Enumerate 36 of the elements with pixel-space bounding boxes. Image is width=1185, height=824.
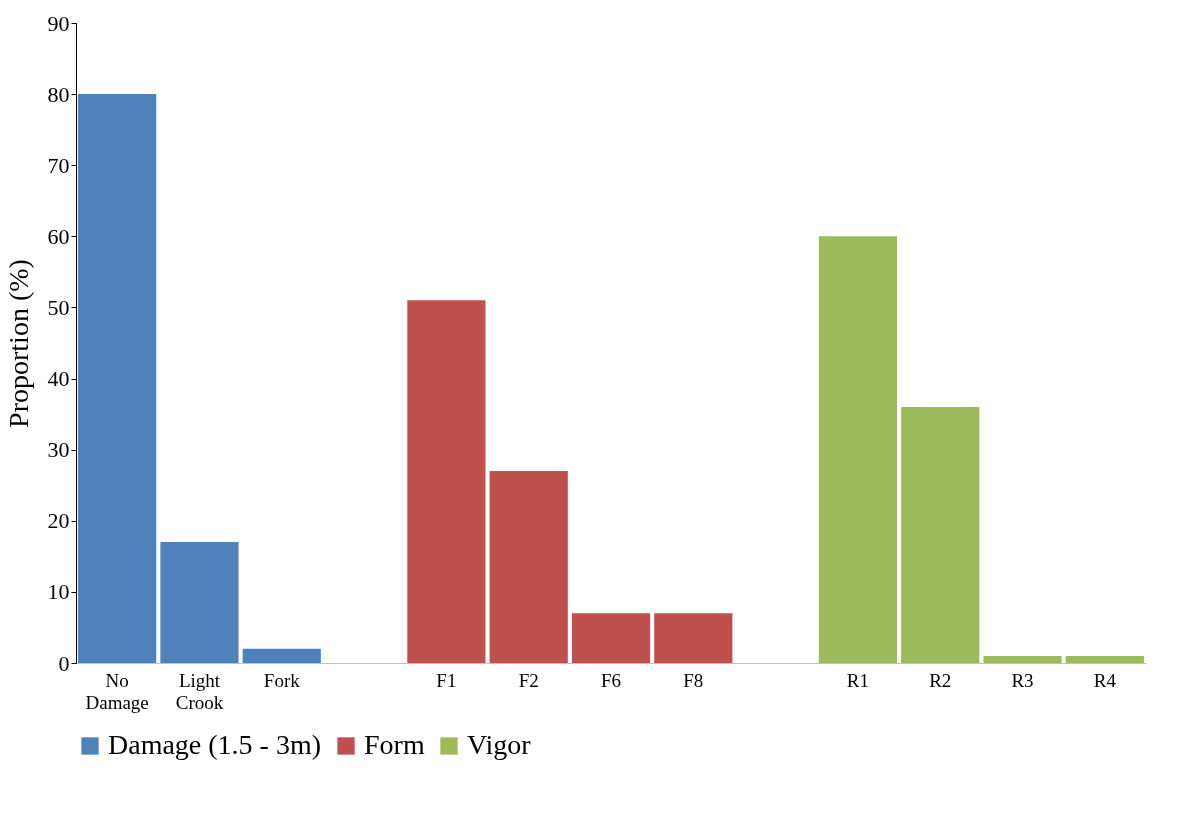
bar [654,613,733,663]
bar [407,300,486,663]
bar [571,613,651,663]
y-tick-label: 80 [47,81,70,107]
x-tick-label: No Damage [85,669,149,713]
bar [78,94,157,663]
x-tick-label: R4 [1093,669,1117,691]
bar [489,471,568,663]
bar [242,648,321,663]
bar [818,236,898,663]
x-tick-label: F1 [436,669,457,691]
y-tick-label: 30 [47,437,70,463]
bar [1065,655,1144,663]
y-tick-label: 70 [47,152,70,178]
bar [983,655,1062,663]
y-tick-label: 20 [47,508,70,534]
x-tick-label: R3 [1011,669,1034,691]
bar [901,407,980,663]
y-tick-label: 0 [58,650,70,676]
x-tick-label: Light Crook [175,669,224,713]
x-tick-label: R1 [846,669,870,691]
y-axis-title: Proportion (%) [2,259,34,428]
y-tick-label: 40 [47,366,70,392]
x-tick-label: F8 [683,669,704,691]
y-tick-label: 10 [47,579,70,605]
y-tick-label: 60 [47,223,70,249]
legend-label: Form [364,729,425,760]
x-tick-label: R2 [929,669,952,691]
x-tick-label: F6 [600,669,622,691]
legend-label: Damage (1.5 - 3m) [108,729,322,760]
legend-label: Vigor [467,729,532,760]
x-tick-label: Fork [263,669,301,691]
bar [160,542,239,663]
y-tick-label: 90 [47,10,70,36]
y-tick-label: 50 [47,294,70,320]
x-tick-label: F2 [518,669,539,691]
